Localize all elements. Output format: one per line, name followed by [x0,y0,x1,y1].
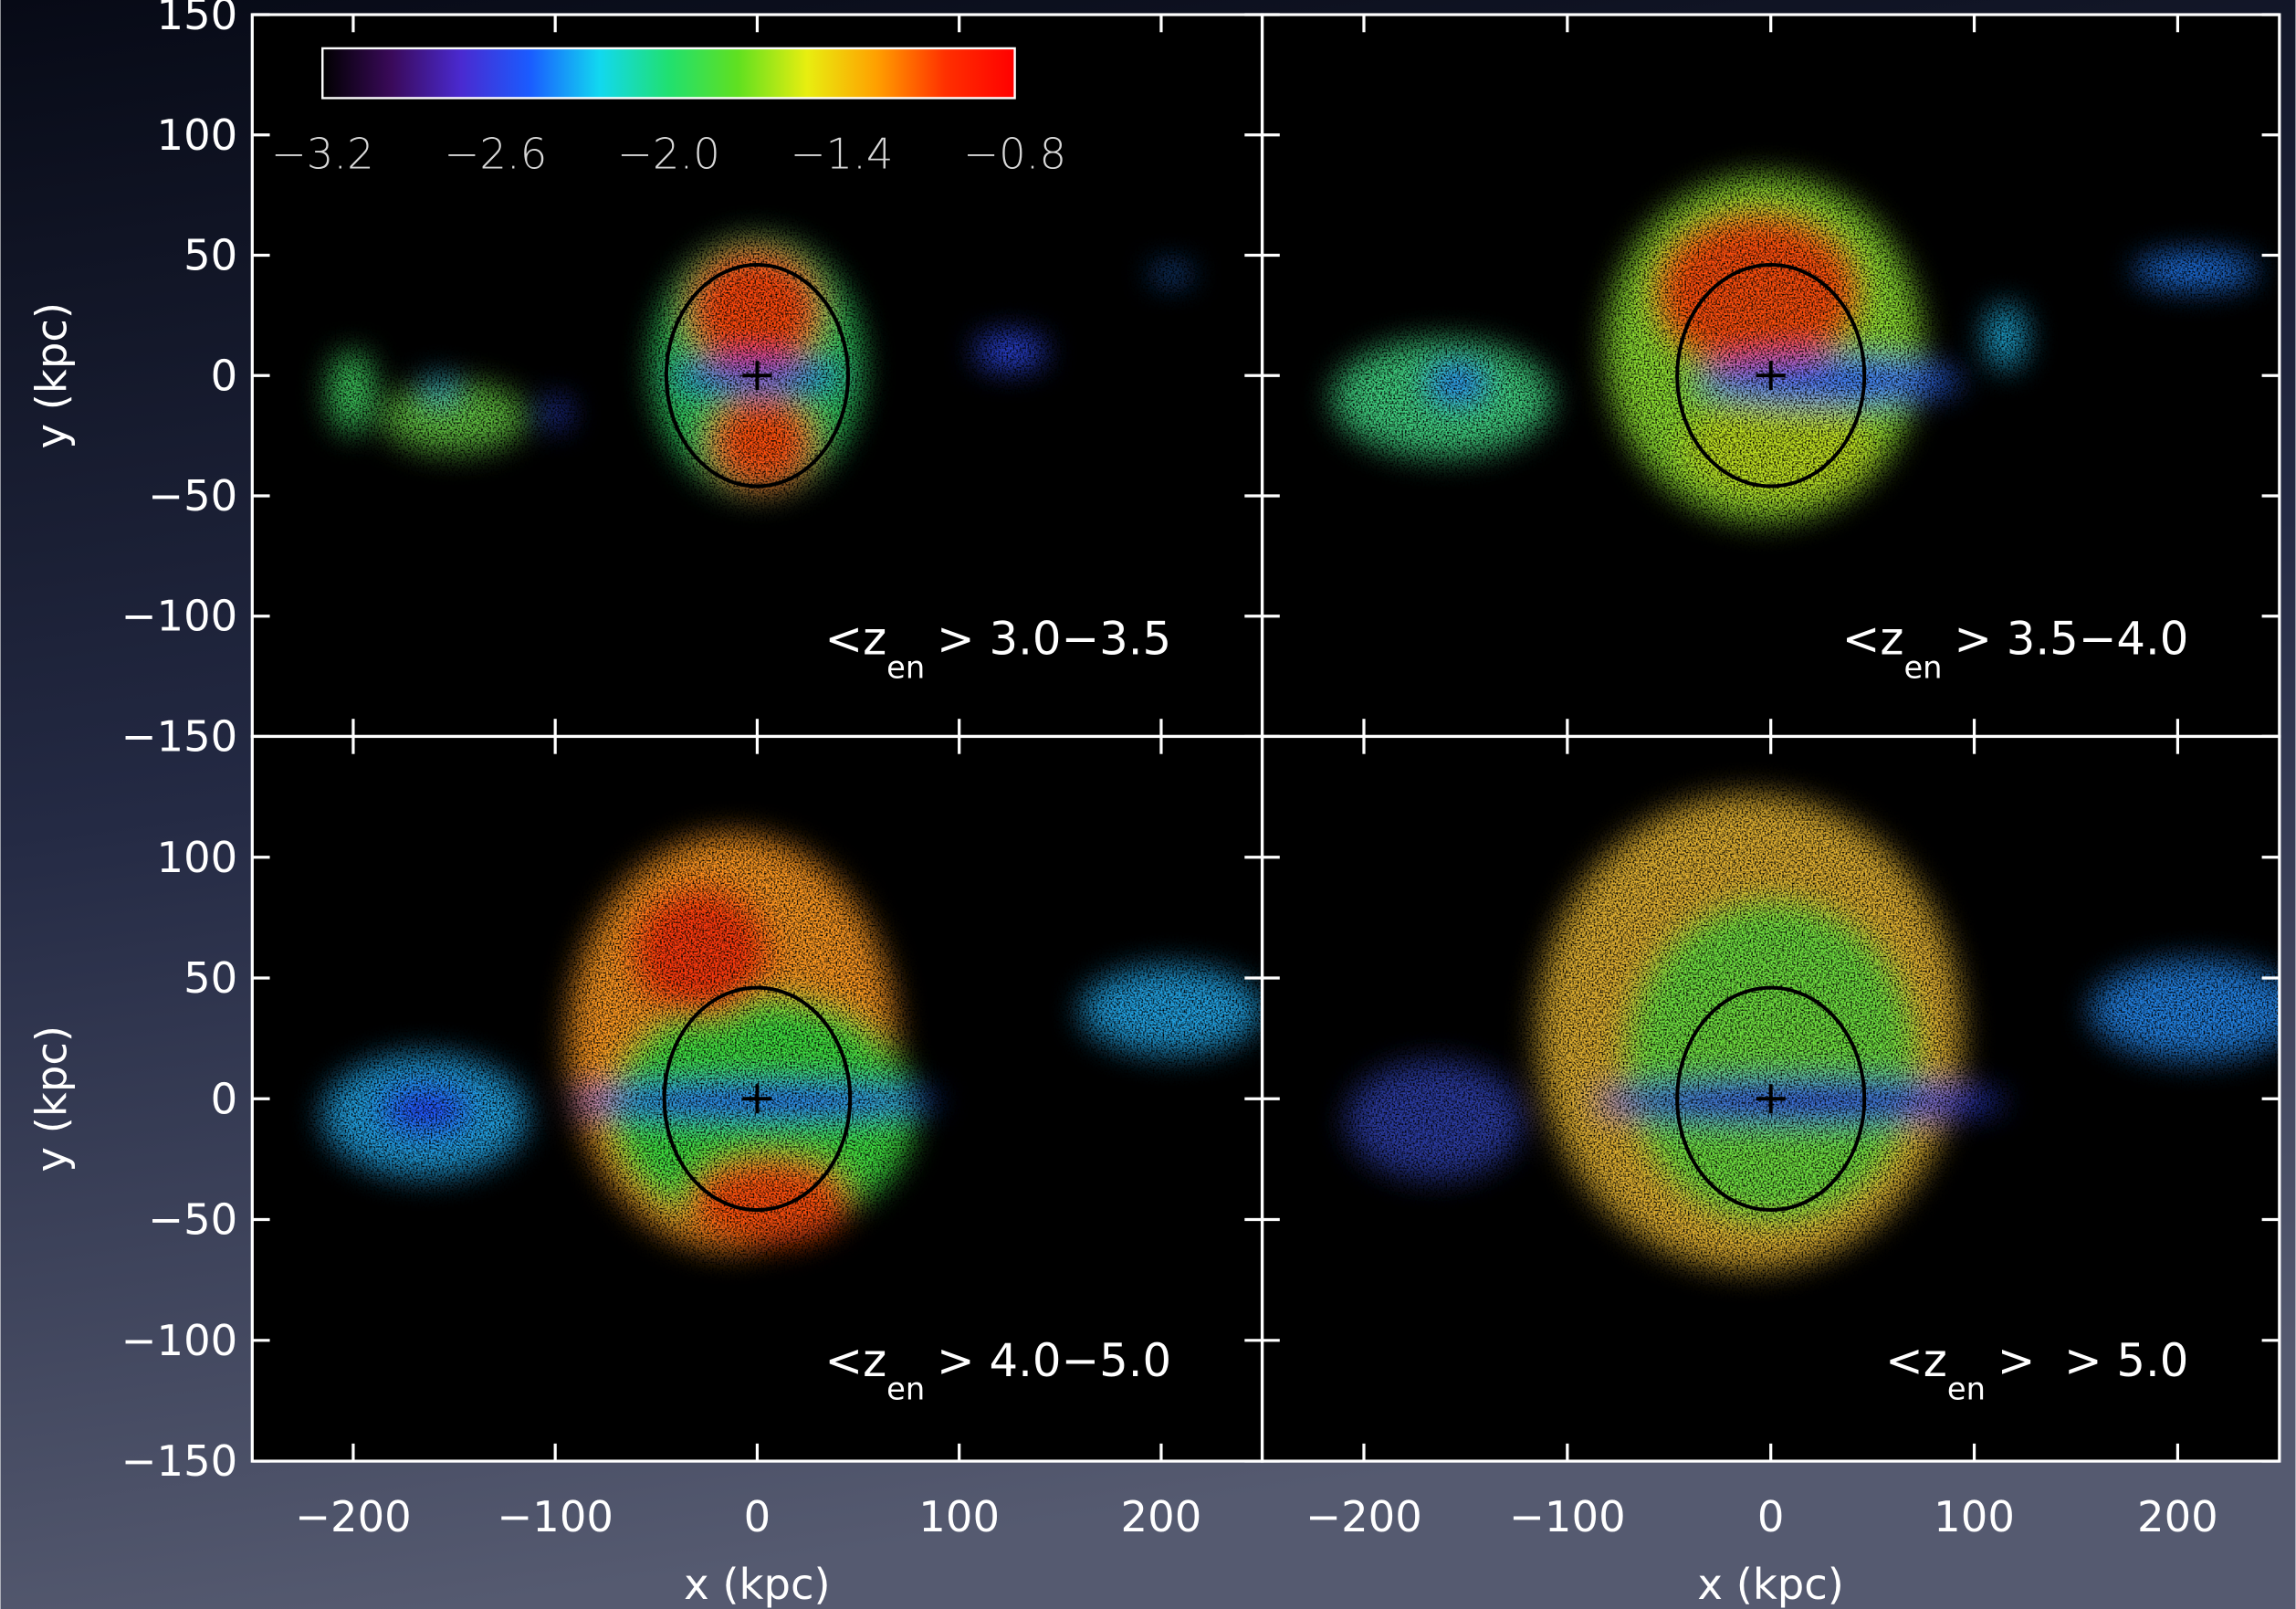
annotation-suffix: > 4.0−5.0 [937,1334,1171,1387]
y-tick-label: 50 [183,231,237,280]
annotation-suffix: > 3.5−4.0 [1954,613,2188,666]
emission-blob [1698,358,1962,403]
emission-blob [688,1156,850,1245]
y-tick-label: −50 [148,471,237,521]
aperture-ellipse [662,985,853,1212]
annotation-subscript: en [1947,1372,1986,1407]
panel-annotation: <zen > 3.0−3.5 [824,613,1171,686]
emission-blob [710,394,813,489]
annotation-prefix: <z [824,613,886,666]
emission-blob [381,382,528,453]
x-tick-label: 100 [918,1492,1000,1541]
emission-blob [1683,394,1874,499]
aperture-ellipse [1675,263,1867,489]
emission-blob [381,1088,469,1132]
y-tick-label: −100 [121,1316,238,1365]
emission-blob [1427,365,1486,402]
annotation-prefix: <z [1842,613,1904,666]
emission-blob [1347,1061,1523,1179]
emission-map [1347,794,2280,1270]
emission-blob [688,248,821,373]
emission-blob [2091,960,2280,1060]
colorbar-tick-label: −3.2 [271,129,374,178]
y-axis-label: y (kpc) [27,1025,77,1173]
emission-blob [1654,212,1860,373]
annotation-prefix: <z [824,1334,886,1387]
annotation-subscript: en [886,1372,925,1407]
x-axis-label: x (kpc) [684,1560,831,1609]
panel-annotation: <zen > 4.0−5.0 [824,1334,1171,1407]
emission-blob [1080,966,1263,1055]
emission-blob [629,885,771,1018]
annotation-suffix: > 3.0−3.5 [937,613,1171,666]
emission-blob [544,398,569,428]
annotation-prefix: <z [1885,1334,1947,1387]
emission-map [1332,175,2258,521]
annotation-subscript: en [1903,649,1942,685]
x-tick-label: −200 [1305,1492,1422,1541]
x-tick-label: 200 [1121,1492,1202,1541]
y-tick-label: −150 [121,711,238,761]
colorbar-tick-label: −2.6 [444,129,547,178]
colorbar-tick-label: −1.4 [791,129,894,178]
y-axis-label: y (kpc) [27,302,77,449]
x-tick-label: 0 [744,1492,771,1541]
colorbar-tick-label: −0.8 [963,129,1066,178]
y-tick-label: −100 [121,592,238,641]
emission-blob [1625,900,1918,1223]
panel-annotation: <zen > > 5.0 [1885,1334,2188,1407]
y-tick-label: −150 [121,1436,238,1486]
emission-blob [1150,266,1192,281]
colorbar-tick-label: −2.0 [617,129,720,178]
y-tick-label: 0 [211,351,238,400]
emission-blob [975,333,1046,370]
aperture-ellipse [1675,985,1867,1212]
y-tick-label: 100 [157,110,238,160]
colorbar [321,47,1016,100]
x-tick-label: −200 [295,1492,412,1541]
panel-annotation: <zen > 3.5−4.0 [1842,613,2189,686]
emission-blob [425,376,455,400]
annotation-subscript: en [886,649,925,685]
y-tick-label: 0 [211,1074,238,1123]
emission-blob [1596,1080,2007,1122]
emission-blob [2134,253,2258,289]
x-tick-label: −100 [1509,1492,1626,1541]
emission-blob [1985,304,2027,370]
x-tick-label: 0 [1757,1492,1785,1541]
x-tick-label: −100 [497,1492,613,1541]
aperture-ellipse [664,263,850,489]
y-tick-label: 150 [157,0,238,39]
y-tick-label: 100 [157,833,238,882]
x-tick-label: 100 [1934,1492,2015,1541]
x-tick-label: 200 [2137,1492,2218,1541]
emission-blob [328,351,375,434]
annotation-suffix: > > 5.0 [1997,1334,2189,1387]
x-axis-label: x (kpc) [1697,1560,1844,1609]
y-tick-label: 50 [183,953,237,1003]
y-tick-label: −50 [148,1195,237,1245]
